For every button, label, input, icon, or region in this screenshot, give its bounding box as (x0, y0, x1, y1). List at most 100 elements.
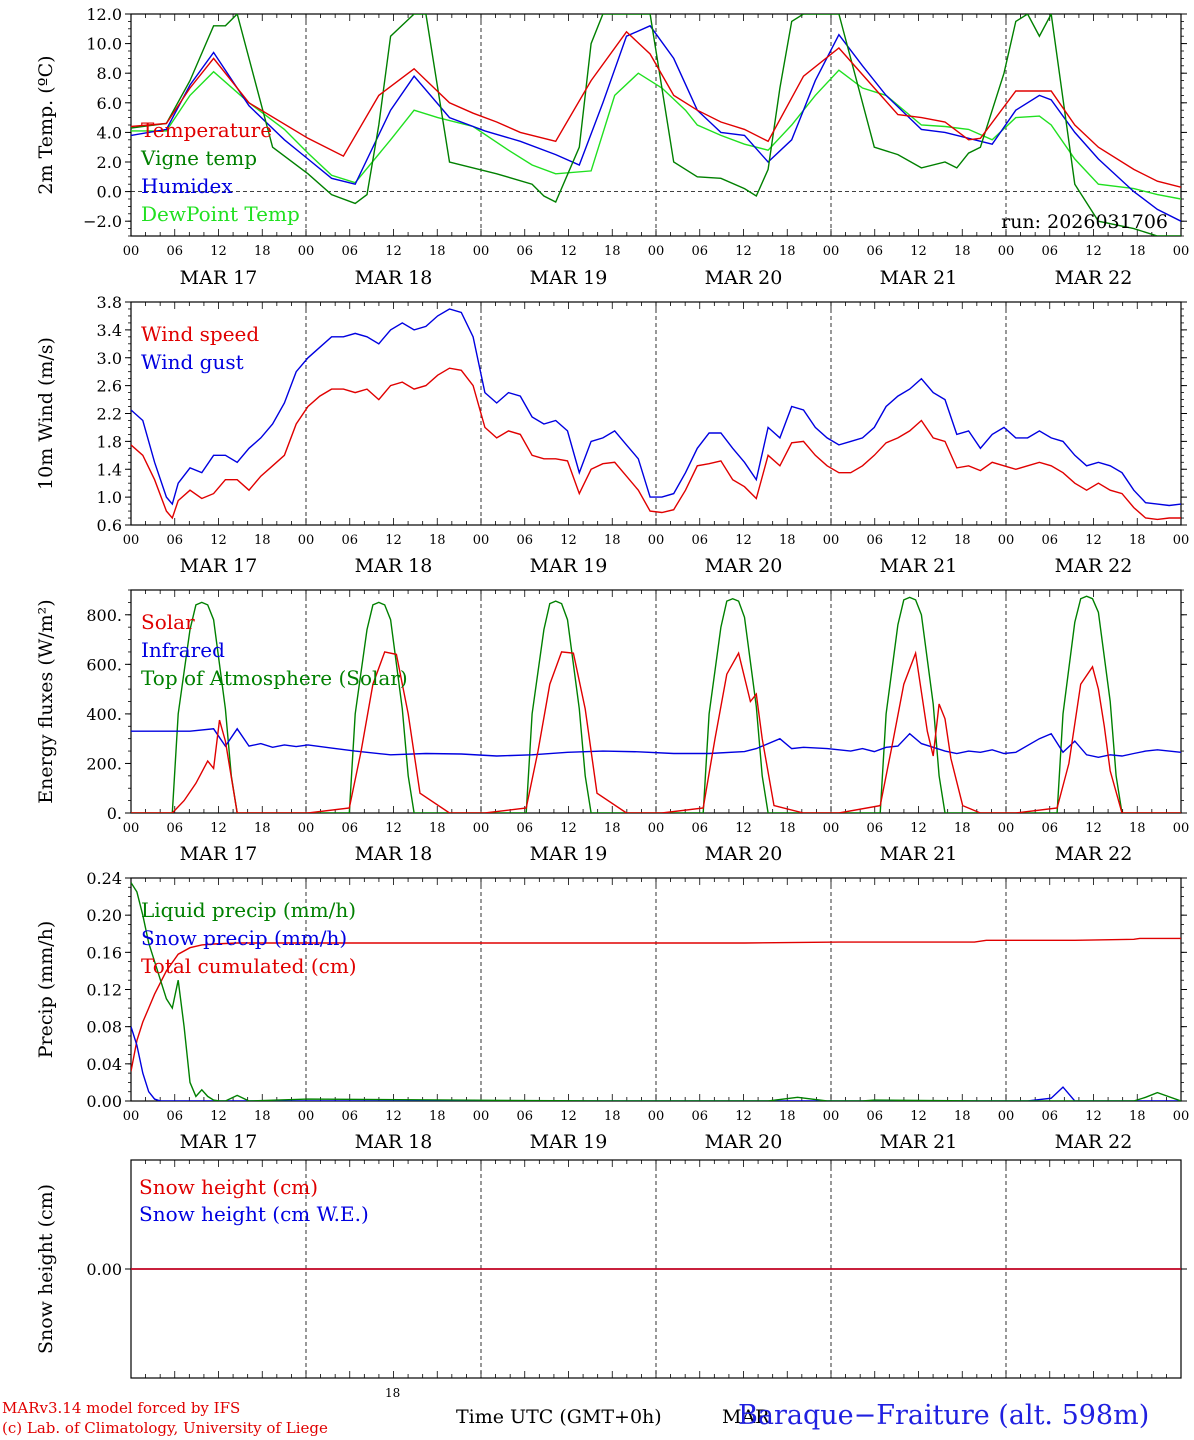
y-tick-label: 0.0 (97, 183, 122, 202)
x-tick-label: 12 (1085, 533, 1102, 548)
x-tick-label: 00 (648, 533, 665, 548)
panel-1: 00 06 12 18 00 06 12 18 00 06 12 18 00 06 12 18 00 06 12 18… (35, 5, 1189, 289)
day-label: MAR 22 (1055, 843, 1133, 865)
y-tick-label: 2.2 (97, 405, 122, 424)
x-tick-label: 00 (473, 533, 490, 548)
x-tick-label: 00 (998, 821, 1015, 836)
x-tick-label: 06 (1041, 533, 1058, 548)
x-tick-label: 00 (123, 244, 140, 259)
x-tick-label: 00 (1173, 533, 1190, 548)
stray-tick-label: 18 (385, 1386, 401, 1400)
day-label: MAR 22 (1055, 267, 1133, 289)
x-tick-label: 06 (516, 533, 533, 548)
x-tick-label: 18 (954, 533, 971, 548)
x-tick-label: 18 (1129, 821, 1146, 836)
day-label: MAR 19 (530, 1131, 608, 1153)
x-tick-label: 00 (823, 1109, 840, 1124)
x-tick-label: 00 (823, 244, 840, 259)
x-tick-label: 00 (473, 1109, 490, 1124)
x-tick-label: 18 (779, 1109, 796, 1124)
x-tick-label: 12 (560, 1109, 577, 1124)
day-label: MAR 19 (530, 843, 608, 865)
x-tick-label: 00 (998, 244, 1015, 259)
legend-entry: Liquid precip (mm/h) (141, 898, 356, 922)
x-tick-label: 18 (429, 821, 446, 836)
x-tick-label: 18 (604, 1109, 621, 1124)
legend-entry: Wind gust (141, 350, 244, 374)
x-tick-label: 18 (1129, 1109, 1146, 1124)
x-tick-label: 12 (210, 244, 227, 259)
x-tick-label: 00 (1173, 1109, 1190, 1124)
x-tick-label: 00 (298, 244, 315, 259)
x-tick-label: 12 (560, 533, 577, 548)
x-tick-label: 18 (779, 821, 796, 836)
y-tick-label: 6.0 (97, 94, 122, 113)
day-label: MAR 17 (180, 843, 258, 865)
y-tick-label: 0.20 (86, 906, 122, 925)
x-tick-label: 12 (210, 533, 227, 548)
time-axis-label: Time UTC (GMT+0h) (456, 1406, 662, 1428)
y-tick-label: 0.00 (86, 1092, 122, 1111)
x-tick-label: 12 (910, 244, 927, 259)
x-tick-label: 12 (385, 244, 402, 259)
x-tick-label: 06 (1041, 821, 1058, 836)
y-tick-label: 0.12 (86, 981, 122, 1000)
panel-4: 00 06 12 18 00 06 12 18 00 06 12 18 00 06 12 18 00 06 12 18… (35, 869, 1189, 1153)
day-label: MAR 21 (880, 267, 958, 289)
x-tick-label: 18 (604, 533, 621, 548)
x-tick-label: 06 (341, 1109, 358, 1124)
panel-5: 0.00 Snow height (cm) Snow height (cm) Snow… (35, 1159, 1187, 1379)
x-tick-label: 18 (954, 821, 971, 836)
x-tick-label: 18 (779, 244, 796, 259)
x-tick-label: 18 (429, 1109, 446, 1124)
x-tick-label: 00 (998, 533, 1015, 548)
legend-entry: Snow precip (mm/h) (141, 926, 347, 950)
day-label: MAR 17 (180, 1131, 258, 1153)
day-label: MAR 19 (530, 267, 608, 289)
stray-day-label: MAR (722, 1406, 770, 1428)
x-tick-label: 06 (341, 244, 358, 259)
x-tick-label: 12 (735, 244, 752, 259)
legend-entry: Snow height (cm W.E.) (139, 1202, 369, 1226)
series-line (131, 14, 1181, 236)
y-tick-label: 8.0 (97, 64, 122, 83)
day-label: MAR 21 (880, 555, 958, 577)
legend-entry: DewPoint Temp (141, 202, 300, 226)
x-tick-label: 06 (866, 821, 883, 836)
y-tick-label: 1.8 (97, 432, 122, 451)
y-tick-label: 800. (86, 606, 122, 625)
x-tick-label: 12 (560, 821, 577, 836)
x-tick-label: 06 (166, 821, 183, 836)
x-tick-label: 00 (298, 821, 315, 836)
x-tick-label: 12 (385, 533, 402, 548)
legend-entry: Humidex (141, 174, 233, 198)
x-tick-label: 00 (998, 1109, 1015, 1124)
x-tick-label: 18 (1129, 244, 1146, 259)
x-tick-label: 12 (1085, 244, 1102, 259)
x-tick-label: 06 (166, 1109, 183, 1124)
y-tick-label: 4.0 (97, 123, 122, 142)
day-label: MAR 17 (180, 555, 258, 577)
legend-entry: Total cumulated (cm) (141, 954, 357, 978)
x-tick-label: 18 (954, 244, 971, 259)
x-tick-label: 06 (341, 533, 358, 548)
x-tick-label: 12 (910, 533, 927, 548)
legend-entry: Infrared (141, 638, 225, 662)
series-line (131, 69, 1181, 200)
x-tick-label: 06 (866, 1109, 883, 1124)
x-tick-label: 06 (1041, 244, 1058, 259)
y-tick-label: 400. (86, 705, 122, 724)
y-axis-label: Snow height (cm) (35, 1184, 57, 1354)
y-tick-label: 2.0 (97, 153, 122, 172)
y-axis-label: Precip (mm/h) (35, 921, 57, 1059)
series-line (131, 367, 1181, 521)
run-annotation: run: 2026031706 (1001, 211, 1168, 233)
x-tick-label: 00 (1173, 244, 1190, 259)
y-tick-label: 0.08 (86, 1018, 122, 1037)
day-label: MAR 18 (355, 1131, 433, 1153)
x-tick-label: 12 (1085, 1109, 1102, 1124)
legend-entry: Solar (141, 610, 195, 634)
y-tick-label: 0. (107, 804, 122, 823)
x-tick-label: 00 (123, 1109, 140, 1124)
